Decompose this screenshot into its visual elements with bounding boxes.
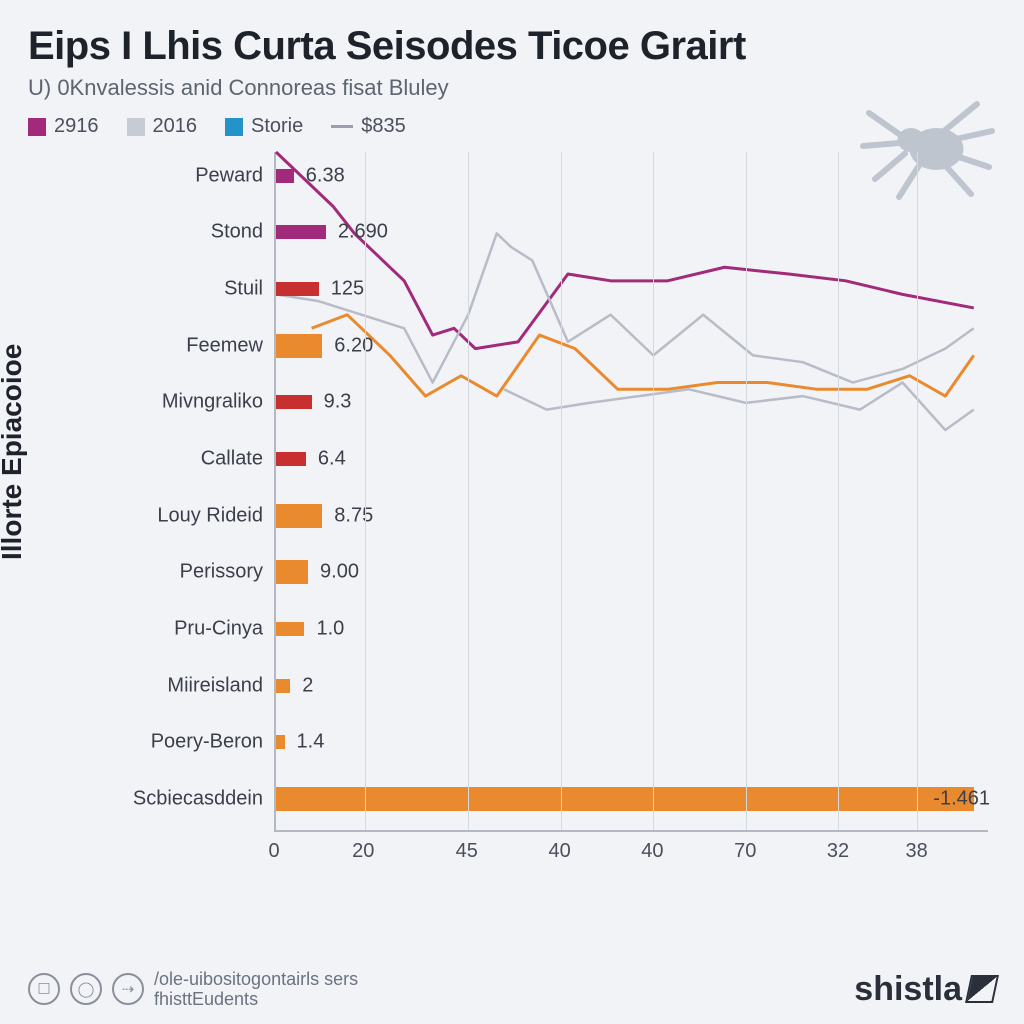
bar [276,334,322,358]
value-label: 8.75 [334,504,373,527]
y-axis-title: Illorte Epiacoioe [0,344,28,560]
source-line: /ole-uibositogontairls sers [154,969,358,990]
brand: shistla [854,970,996,1009]
gridline [653,152,654,830]
x-tick: 32 [827,840,849,863]
value-label: 2 [302,674,313,697]
gridline [468,152,469,830]
category-label: Perissory [180,561,263,584]
category-label: Feemew [186,334,263,357]
by-icon[interactable]: ◯ [70,973,102,1005]
share-icon[interactable]: ⇢ [112,973,144,1005]
bar [276,787,974,811]
value-label: 9.3 [324,391,352,414]
cc-icon[interactable]: ☐ [28,973,60,1005]
chart-subtitle: U) 0Knvalessis anid Connoreas fisat Blul… [28,75,996,101]
value-label: 6.4 [318,448,346,471]
category-label: Callate [201,448,263,471]
bar [276,504,322,528]
chart-title: Eips I Lhis Curta Seisodes Ticoe Grairt [28,24,996,69]
source-line: fhisttEudents [154,989,358,1010]
value-label: 1.0 [316,618,344,641]
bar [276,282,319,296]
x-axis-ticks: 020454040703238 [274,840,988,870]
bar [276,679,290,693]
category-label: Louy Rideid [157,504,263,527]
category-label: Scbiecasddein [133,788,263,811]
legend-label: $835 [361,115,406,138]
x-tick: 40 [548,840,570,863]
value-label: 2.690 [338,221,388,244]
legend-item-3: $835 [331,115,406,138]
gridline [917,152,918,830]
value-label: 125 [331,278,364,301]
line-series [276,233,974,382]
x-tick: 70 [734,840,756,863]
category-label: Stond [211,221,263,244]
gridline [561,152,562,830]
legend: 2916 2016 Storie $835 [28,115,996,138]
category-label: Poery-Beron [151,731,263,754]
value-label: 6.38 [306,164,345,187]
x-tick: 0 [268,840,279,863]
line-series [312,315,974,396]
value-label: 9.00 [320,561,359,584]
bar [276,225,326,239]
category-label: Mivngraliko [162,391,263,414]
x-tick: 20 [352,840,374,863]
bar [276,622,304,636]
line-series [504,383,974,430]
category-label: Stuil [224,278,263,301]
bar [276,560,308,584]
value-label: 6.20 [334,334,373,357]
bar [276,169,294,183]
legend-label: 2016 [153,115,198,138]
x-tick: 38 [905,840,927,863]
gridline [838,152,839,830]
x-tick: 40 [641,840,663,863]
value-label: -1.461 [933,788,990,811]
chart-area: Peward Stond Stuil Feemew Mivngraliko Callate… [28,152,996,904]
bar [276,395,312,409]
legend-item-2: Storie [225,115,303,138]
category-label: Peward [195,164,263,187]
gridline [365,152,366,830]
bar [276,735,285,749]
legend-label: Storie [251,115,303,138]
x-tick: 45 [456,840,478,863]
footer: ☐ ◯ ⇢ /ole-uibositogontairls sers fhistt… [28,969,996,1010]
legend-label: 2916 [54,115,99,138]
gridline [746,152,747,830]
category-label: Pru-Cinya [174,618,263,641]
line-series [276,152,974,349]
legend-item-0: 2916 [28,115,99,138]
brand-text: shistla [854,970,962,1009]
bar [276,452,306,466]
plot-area: 6.38 2.690 125 6.20 9.3 6.4 8.75 9.00 1.0 2 1.4 -1.… [274,152,988,832]
footer-source: /ole-uibositogontairls sers fhisttEudent… [154,969,358,1010]
brand-mark-icon [965,975,999,1003]
value-label: 1.4 [297,731,325,754]
legend-item-1: 2016 [127,115,198,138]
footer-icons: ☐ ◯ ⇢ [28,973,144,1005]
category-label: Miireisland [167,674,263,697]
